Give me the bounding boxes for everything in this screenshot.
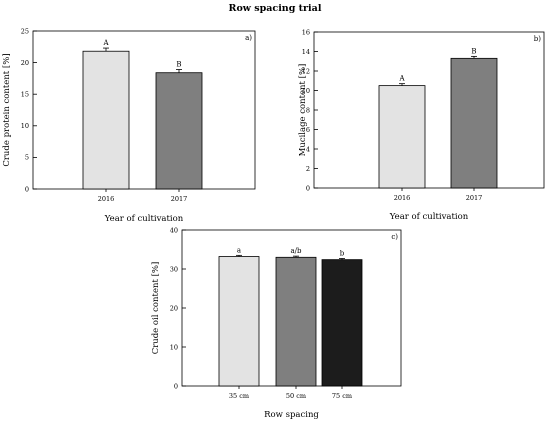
significance-label: a/b <box>290 247 302 255</box>
x-tick-label: 35 cm <box>229 392 249 400</box>
bar <box>450 57 498 189</box>
y-tick-label: 8 <box>306 106 310 114</box>
y-tick-label: 20 <box>21 59 29 67</box>
y-tick-label: 2 <box>306 165 310 173</box>
panel-c: 0 10 20 30 40 a 35 cm a/b 50 cm b 75 cm c) Row spaci… <box>151 226 402 420</box>
x-tick-label: 2016 <box>98 195 115 203</box>
y-tick-label: 10 <box>170 343 178 351</box>
y-tick-label: 4 <box>306 145 310 153</box>
plot-frame <box>32 30 256 190</box>
bar <box>275 256 317 387</box>
x-axis-title: Row spacing <box>264 410 319 420</box>
y-tick-label: 40 <box>170 226 178 234</box>
x-tick-label: 50 cm <box>286 392 306 400</box>
x-tick-label: 2017 <box>466 194 483 202</box>
y-tick-label: 10 <box>302 87 310 95</box>
panel-label: c) <box>391 233 398 241</box>
significance-label: A <box>102 39 109 47</box>
y-tick-label: 25 <box>21 27 29 35</box>
x-tick-label: 2017 <box>171 195 188 203</box>
x-axis-title: Year of cultivation <box>389 212 469 222</box>
significance-label: B <box>176 61 181 69</box>
y-tick-label: 20 <box>170 304 178 312</box>
y-axis-title: Crude oil content [%] <box>151 262 161 355</box>
plot-frame <box>313 31 545 189</box>
y-axis-title: Crude protein content [%] <box>2 53 12 166</box>
significance-label: a <box>237 246 241 254</box>
bar <box>218 256 260 387</box>
panel-label: b) <box>534 35 541 43</box>
panel-label: a) <box>245 34 252 42</box>
y-tick-label: 15 <box>21 91 29 99</box>
bar <box>82 50 130 190</box>
x-tick-label: 75 cm <box>332 392 352 400</box>
significance-label: B <box>471 47 476 55</box>
figure-title: Row spacing trial <box>229 3 322 14</box>
bar <box>155 72 203 190</box>
y-axis-title: Mucilage content [%] <box>298 64 308 157</box>
y-tick-label: 12 <box>302 67 310 75</box>
x-tick-label: 2016 <box>394 194 411 202</box>
bar <box>321 259 363 387</box>
y-tick-label: 0 <box>306 184 310 192</box>
y-tick-label: 0 <box>25 185 29 193</box>
y-tick-label: 16 <box>302 28 310 36</box>
significance-label: b <box>340 249 345 257</box>
y-tick-label: 0 <box>174 382 178 390</box>
y-tick-label: 14 <box>302 48 310 56</box>
y-tick-label: 10 <box>21 122 29 130</box>
bar <box>378 85 426 189</box>
y-tick-label: 5 <box>25 154 29 162</box>
significance-label: A <box>398 75 405 83</box>
panel-a: 0 5 10 15 20 25 A 2016 B 2017 a) Year of cultivatio… <box>2 27 256 224</box>
x-axis-title: Year of cultivation <box>104 214 184 224</box>
y-tick-label: 6 <box>306 126 310 134</box>
panel-b: 0 2 4 6 8 10 12 14 16 A 2016 B 2017 b) Year of cultiva… <box>298 28 545 222</box>
y-tick-label: 30 <box>170 265 178 273</box>
